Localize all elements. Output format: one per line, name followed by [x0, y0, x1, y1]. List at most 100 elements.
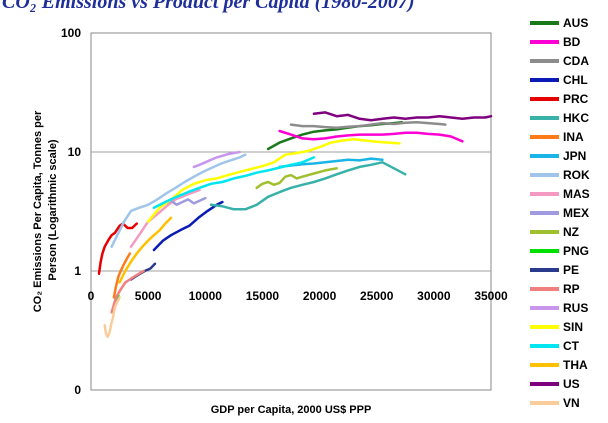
- legend-item-ina: INA: [530, 128, 608, 147]
- gridlines: [91, 151, 491, 272]
- series-line-tha: [118, 216, 173, 284]
- legend-item-nz: NZ: [530, 223, 608, 242]
- legend-label: SIN: [563, 320, 584, 334]
- legend-item-vn: VN: [530, 394, 608, 413]
- legend-label: INA: [563, 130, 584, 144]
- legend-item-rus: RUS: [530, 299, 608, 318]
- legend-swatch: [530, 40, 559, 44]
- legend-label: RP: [563, 282, 580, 296]
- legend-swatch: [530, 78, 559, 82]
- legend-swatch: [530, 192, 559, 196]
- legend: AUS BD CDA CHL PRC HKC INA JPN ROK MAS MEX NZ PNG PE R…: [530, 14, 608, 413]
- y-axis-label-line2: Person (Logarithmic scale): [47, 139, 59, 281]
- legend-label: JPN: [563, 149, 587, 163]
- x-tick-label: 25000: [360, 289, 394, 303]
- legend-swatch: [530, 21, 559, 25]
- series-line-prc: [97, 222, 138, 275]
- legend-item-sin: SIN: [530, 318, 608, 337]
- legend-swatch: [530, 230, 559, 234]
- legend-label: ROK: [563, 168, 590, 182]
- legend-swatch: [530, 268, 559, 272]
- legend-label: NZ: [563, 225, 579, 239]
- series-line-mas: [129, 188, 201, 248]
- legend-swatch: [530, 154, 559, 158]
- series-line-sin: [146, 137, 401, 223]
- legend-item-chl: CHL: [530, 71, 608, 90]
- legend-item-ct: CT: [530, 337, 608, 356]
- series-line-rp: [110, 269, 145, 314]
- series-line-bd: [278, 129, 464, 143]
- series-line-chl: [152, 200, 224, 252]
- legend-label: RUS: [563, 301, 589, 315]
- legend-item-tha: THA: [530, 356, 608, 375]
- x-tick-label: 30000: [417, 289, 451, 303]
- legend-label: MAS: [563, 187, 590, 201]
- legend-item-bd: BD: [530, 33, 608, 52]
- legend-label: HKC: [563, 111, 589, 125]
- x-tick-label: 15000: [246, 289, 280, 303]
- series-line-hkc: [209, 161, 407, 211]
- x-tick-label: 10000: [189, 289, 223, 303]
- legend-label: CT: [563, 339, 579, 353]
- y-tick-label: 100: [61, 26, 81, 40]
- x-tick-label: 0: [88, 289, 95, 303]
- legend-item-hkc: HKC: [530, 109, 608, 128]
- legend-label: PRC: [563, 92, 589, 106]
- legend-swatch: [530, 97, 559, 101]
- legend-swatch: [530, 116, 559, 120]
- plot-area: 0 5000 10000 15000 20000 25000 30000 35000 0110…: [32, 26, 508, 416]
- series-line-ina: [112, 252, 132, 299]
- legend-item-us: US: [530, 375, 608, 394]
- y-tick-labels: 0 1 10 100: [61, 26, 81, 397]
- legend-swatch: [530, 59, 559, 63]
- legend-swatch: [530, 135, 559, 139]
- legend-swatch: [530, 325, 559, 329]
- legend-label: US: [563, 377, 580, 391]
- legend-label: PE: [563, 263, 580, 277]
- legend-swatch: [530, 287, 559, 291]
- legend-item-rok: ROK: [530, 166, 608, 185]
- x-tick-label: 5000: [135, 289, 162, 303]
- legend-swatch: [530, 173, 559, 177]
- series-line-us: [312, 111, 493, 122]
- x-tick-label: 20000: [303, 289, 337, 303]
- legend-label: CDA: [563, 54, 589, 68]
- legend-item-png: PNG: [530, 242, 608, 261]
- legend-label: CHL: [563, 73, 588, 87]
- legend-item-rp: RP: [530, 280, 608, 299]
- legend-swatch: [530, 401, 559, 405]
- legend-label: AUS: [563, 16, 589, 30]
- legend-swatch: [530, 211, 559, 215]
- y-tick-label: 10: [68, 145, 82, 159]
- legend-item-jpn: JPN: [530, 147, 608, 166]
- series-line-ct: [152, 156, 316, 210]
- x-axis-label: GDP per Capita, 2000 US$ PPP: [211, 404, 372, 416]
- legend-swatch: [530, 344, 559, 348]
- series-line-jpn: [278, 157, 384, 169]
- legend-label: THA: [563, 358, 588, 372]
- y-axis-label-line1: CO₂ Emissions Per Capita, Tonnes per: [32, 110, 44, 312]
- legend-swatch: [530, 382, 559, 386]
- legend-item-mas: MAS: [530, 185, 608, 204]
- legend-item-pe: PE: [530, 261, 608, 280]
- series-line-rus: [192, 150, 241, 169]
- series-line-vn: [103, 296, 121, 339]
- series-line-mex: [164, 196, 207, 207]
- series-line-cda: [289, 120, 447, 129]
- legend-swatch: [530, 363, 559, 367]
- legend-item-prc: PRC: [530, 90, 608, 109]
- x-tick-label: 35000: [474, 289, 508, 303]
- y-tick-label: 0: [74, 383, 81, 397]
- legend-swatch: [530, 249, 559, 253]
- legend-label: VN: [563, 396, 580, 410]
- legend-label: PNG: [563, 244, 590, 258]
- legend-label: BD: [563, 35, 581, 49]
- legend-item-mex: MEX: [530, 204, 608, 223]
- plot-frame: [90, 32, 492, 391]
- legend-label: MEX: [563, 206, 590, 220]
- legend-item-cda: CDA: [530, 52, 608, 71]
- y-axis-label: CO₂ Emissions Per Capita, Tonnes per Per…: [32, 108, 59, 313]
- series-line-nz: [255, 167, 338, 190]
- legend-item-aus: AUS: [530, 14, 608, 33]
- chart-title: CO₂ Emissions vs Product per Capita (198…: [2, 0, 415, 13]
